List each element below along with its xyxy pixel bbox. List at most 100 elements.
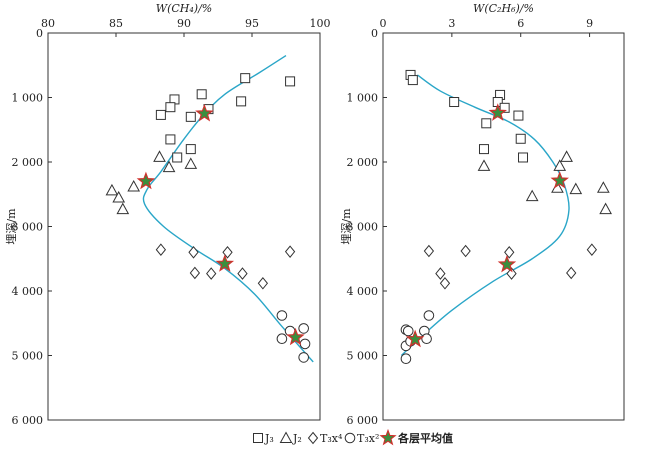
- x-tick-label: 85: [109, 17, 123, 30]
- y-tick-label: 6 000: [12, 414, 44, 427]
- x-tick-label: 9: [586, 17, 593, 30]
- trend-line: [142, 54, 314, 363]
- data-point-square: [185, 144, 196, 155]
- y-axis-title: 埋深/m: [340, 208, 353, 245]
- y-tick-label: 0: [371, 27, 378, 40]
- x-axis-title: W(C₂H₆)/%: [473, 2, 534, 15]
- data-point-square: [407, 75, 418, 86]
- data-point-circle: [298, 323, 309, 334]
- legend-label: J₃: [264, 432, 274, 445]
- y-tick-label: 5 000: [12, 350, 44, 363]
- data-point-circle: [402, 325, 414, 337]
- data-point-circle: [299, 338, 311, 350]
- data-point-star: [550, 170, 569, 189]
- y-tick-label: 4 000: [347, 285, 379, 298]
- data-point-star: [488, 103, 507, 121]
- x-tick-label: 100: [310, 17, 331, 30]
- data-point-square: [285, 76, 296, 87]
- data-point-triangle: [525, 189, 539, 202]
- data-point-triangle: [477, 159, 491, 171]
- data-point-diamond: [423, 244, 435, 258]
- y-tick-label: 6 000: [347, 414, 379, 427]
- data-point-square: [236, 96, 247, 107]
- data-point-star: [215, 254, 235, 272]
- y-tick-label: 1 000: [12, 92, 44, 105]
- data-point-triangle: [112, 190, 126, 203]
- data-point-square: [196, 89, 207, 100]
- trend-line: [400, 74, 570, 357]
- data-point-square: [478, 144, 489, 155]
- data-point-square: [499, 102, 510, 113]
- data-point-triangle: [560, 150, 573, 162]
- data-point-square: [165, 102, 176, 113]
- legend-diamond-icon: [307, 431, 319, 445]
- data-point-diamond: [188, 246, 199, 259]
- legend: J₃ J₂ T₃x⁴ T₃x² 各层平均值: [253, 428, 453, 446]
- data-point-star: [405, 329, 425, 348]
- legend-label: T₃x⁴: [320, 432, 343, 445]
- panel-ch4: 80 85 90 95 100 0 1 000 2 000 3 000 4 000 5 000 6 0…: [5, 2, 331, 427]
- y-tick-label: 0: [36, 27, 43, 40]
- data-point-triangle: [116, 202, 130, 215]
- y-tick-label: 2 000: [347, 156, 379, 169]
- x-tick-label: 80: [41, 17, 55, 30]
- data-point-square: [165, 134, 176, 145]
- data-point-star: [136, 171, 156, 190]
- data-point-diamond: [155, 243, 167, 257]
- data-point-triangle: [553, 159, 567, 171]
- y-tick-label: 5 000: [347, 350, 379, 363]
- data-point-triangle: [596, 181, 610, 193]
- data-point-triangle: [105, 183, 119, 196]
- x-tick-label: 6: [517, 17, 524, 30]
- data-point-diamond: [237, 267, 248, 280]
- data-point-triangle: [162, 160, 176, 173]
- data-point-square: [185, 111, 196, 122]
- data-point-diamond: [566, 266, 577, 280]
- panel-c2h6: 0 3 6 9 0 1 000 2 000 3 000 4 000 5 000 6 000 W(C₂H…: [340, 2, 625, 427]
- data-point-diamond: [222, 246, 233, 259]
- data-point-square: [449, 97, 460, 108]
- y-axis-title: 埋深/m: [5, 208, 18, 245]
- data-point-square: [481, 118, 492, 129]
- data-point-diamond: [206, 267, 217, 280]
- x-tick-label: 90: [177, 17, 191, 30]
- data-point-diamond: [189, 266, 201, 280]
- y-tick-label: 2 000: [12, 156, 44, 169]
- data-point-star: [497, 254, 517, 273]
- data-point-square: [515, 133, 526, 144]
- data-point-square: [172, 152, 183, 163]
- legend-label: T₃x²: [357, 432, 379, 445]
- legend-label: J₂: [292, 432, 302, 445]
- legend-circle-icon: [344, 432, 356, 444]
- data-point-triangle: [153, 150, 166, 162]
- data-point-circle: [423, 310, 435, 321]
- data-point-diamond: [439, 276, 451, 290]
- legend-star-icon: [379, 428, 397, 446]
- x-tick-label: 0: [380, 17, 387, 30]
- legend-square-icon: [253, 433, 263, 443]
- data-point-circle: [400, 353, 412, 365]
- data-point-diamond: [257, 276, 269, 290]
- x-tick-label: 95: [245, 17, 259, 30]
- data-point-star: [286, 327, 305, 346]
- legend-triangle-icon: [279, 431, 293, 443]
- data-point-star: [195, 103, 214, 122]
- x-axis-title: W(CH₄)/%: [156, 2, 212, 15]
- y-tick-label: 3 000: [12, 221, 44, 234]
- data-point-diamond: [504, 246, 515, 259]
- data-point-circle: [421, 333, 432, 345]
- legend-label: 各层平均值: [397, 431, 453, 445]
- data-point-circle: [276, 333, 288, 345]
- x-tick-label: 3: [448, 17, 455, 30]
- data-point-circle: [276, 310, 288, 321]
- data-point-square: [518, 152, 529, 163]
- data-point-diamond: [435, 267, 446, 280]
- data-point-square: [155, 109, 166, 120]
- data-point-diamond: [586, 243, 598, 257]
- data-point-diamond: [284, 245, 296, 258]
- data-point-triangle: [599, 202, 612, 215]
- plot-frame: [47, 32, 321, 421]
- data-point-diamond: [506, 267, 517, 280]
- data-point-triangle: [184, 157, 198, 169]
